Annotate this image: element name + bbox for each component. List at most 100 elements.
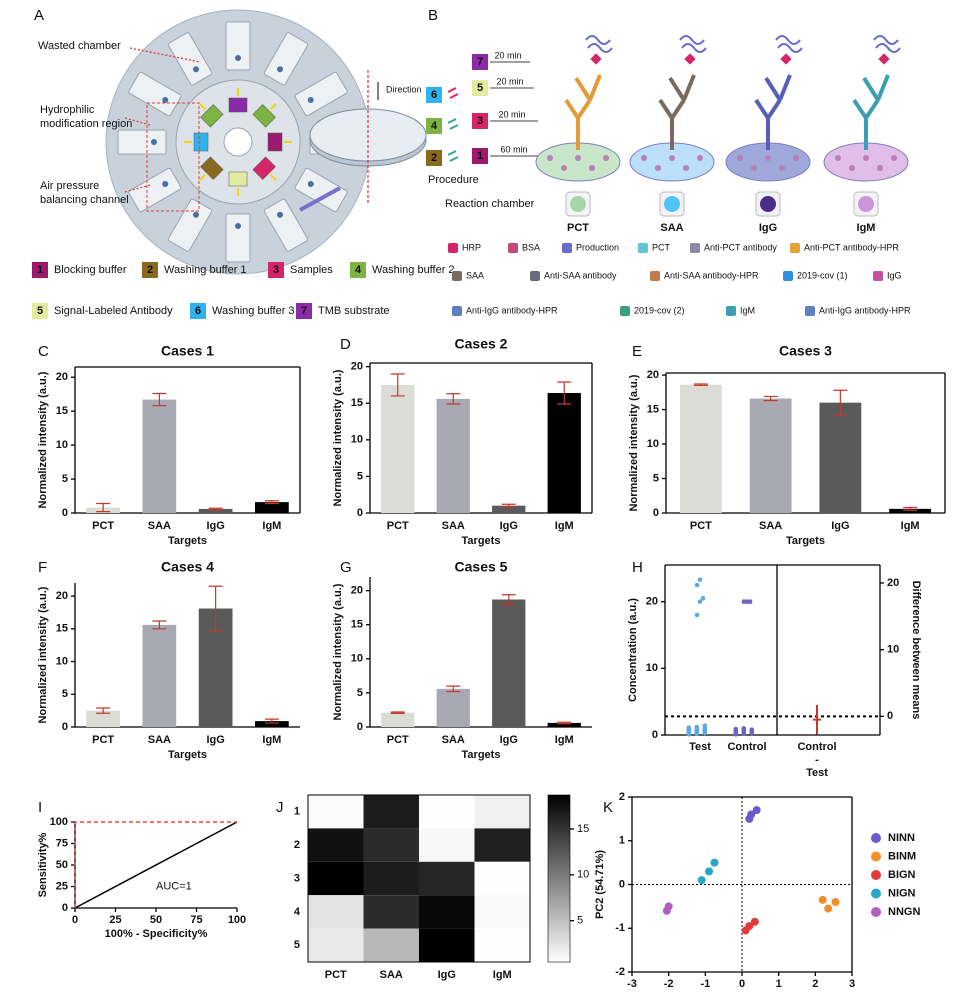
chamber-color <box>570 196 586 212</box>
legend-text: Blocking buffer <box>54 264 127 276</box>
error-bar <box>208 507 223 511</box>
annotation: AUC=1 <box>156 880 192 892</box>
flow-arrow <box>299 186 341 212</box>
reagent-chamber <box>228 171 248 196</box>
y-tick-label: 10 <box>646 662 658 674</box>
data-point <box>710 858 719 867</box>
legend-text: SAA <box>466 270 484 280</box>
x-axis-label: Targets <box>462 749 501 761</box>
y-tick-label: 10 <box>56 655 68 667</box>
row-label: 5 <box>294 939 300 951</box>
x-tick-label: PCT <box>387 734 409 746</box>
error-bar <box>446 393 461 405</box>
data-point <box>818 895 827 904</box>
legend-text: TMB substrate <box>318 305 390 317</box>
chamber-color <box>760 196 776 212</box>
panel-label: J <box>276 799 284 816</box>
chamber-unit <box>225 213 251 263</box>
x-tick-label: IgM <box>901 520 920 532</box>
bsa-dot <box>641 155 647 161</box>
y2-tick-label: 0 <box>887 710 893 722</box>
legend-marker <box>871 870 881 880</box>
outer-chamber <box>294 71 348 117</box>
y-tick-label: 25 <box>56 880 68 892</box>
column-label: SAA <box>380 969 403 981</box>
row-label: 1 <box>294 806 300 818</box>
procedure-label: Procedure <box>428 174 479 186</box>
outer-chamber <box>128 167 182 213</box>
reagent-icon <box>447 150 459 162</box>
legend-text: Signal-Labeled Antibody <box>54 305 173 317</box>
error-bar <box>264 718 279 724</box>
colorbar-label: 5 <box>577 915 583 927</box>
legend-text: Anti-IgG antibody-HPR <box>466 305 558 315</box>
legend-icon <box>508 243 518 253</box>
heatmap-cell <box>474 928 530 962</box>
legend-marker <box>871 851 881 862</box>
error-bar <box>557 721 572 725</box>
y-tick-label: 10 <box>647 438 659 450</box>
bar <box>86 710 120 727</box>
outer-chamber <box>263 32 309 86</box>
data-point <box>697 876 706 885</box>
y-tick-label: 20 <box>351 361 363 373</box>
x-tick-label: 75 <box>190 914 202 926</box>
x-axis-label: Targets <box>786 535 825 547</box>
production <box>775 35 803 53</box>
heatmap-cell <box>308 928 364 962</box>
legend-text: Anti-PCT antibody <box>704 242 777 252</box>
bsa-dot <box>779 165 785 171</box>
legend-text: 2019-cov (2) <box>634 305 685 315</box>
highlight-box <box>146 102 200 212</box>
y-tick-label: 15 <box>56 623 68 635</box>
legend-text: 2019-cov (1) <box>797 270 848 280</box>
chamber-unit <box>117 129 167 155</box>
data-point <box>686 731 692 736</box>
legend-text: IgG <box>887 270 902 280</box>
y-axis-label: PC2 (54.71%) <box>594 850 606 919</box>
y-tick-label: 10 <box>56 439 68 451</box>
legend-icon <box>620 306 630 316</box>
chamber-label: Reaction chamber <box>445 198 535 210</box>
chamber-dot <box>193 66 200 73</box>
yellow-arrow <box>199 103 207 111</box>
x-tick-label: 2 <box>812 978 818 990</box>
legend-label: NNGN <box>888 906 920 918</box>
panel-label: H <box>632 559 643 576</box>
chamber-dot <box>151 139 157 145</box>
data-point <box>741 727 747 732</box>
legend-icon <box>690 243 700 253</box>
heatmap-cell <box>419 795 475 829</box>
x-tick-label: -1 <box>700 978 710 990</box>
error-bar <box>152 392 167 407</box>
y-tick-label: 20 <box>646 596 658 608</box>
bsa-dot <box>793 155 799 161</box>
y-tick-label: 10 <box>351 434 363 446</box>
panel-label: E <box>632 343 642 360</box>
step-number: 4 <box>431 120 438 132</box>
y-tick-label: 5 <box>62 688 68 700</box>
heatmap-cell <box>474 828 530 862</box>
colorbar-label: 15 <box>577 823 589 835</box>
legend-marker <box>871 833 881 843</box>
y-tick-label: -2 <box>615 966 625 978</box>
legend-number: 7 <box>301 305 307 317</box>
step-number: 5 <box>477 82 483 94</box>
panel-label: F <box>38 559 47 576</box>
panel-label: B <box>428 7 438 24</box>
data-point <box>749 730 755 736</box>
reagent-chamber <box>252 156 277 181</box>
heatmap-cell <box>308 861 364 896</box>
chart-title: Cases 2 <box>455 336 508 352</box>
colorbar-label: 10 <box>577 869 589 881</box>
chamber-unit <box>294 71 348 117</box>
chamber-dot <box>235 55 241 61</box>
y-tick-label: -1 <box>615 922 625 934</box>
hrp <box>780 53 792 65</box>
data-point <box>733 728 739 734</box>
panel-label: D <box>340 336 351 353</box>
panel-label: C <box>38 343 49 360</box>
panel-label: I <box>38 799 42 816</box>
chamber-name: SAA <box>660 222 683 234</box>
legend-icon <box>638 243 648 253</box>
